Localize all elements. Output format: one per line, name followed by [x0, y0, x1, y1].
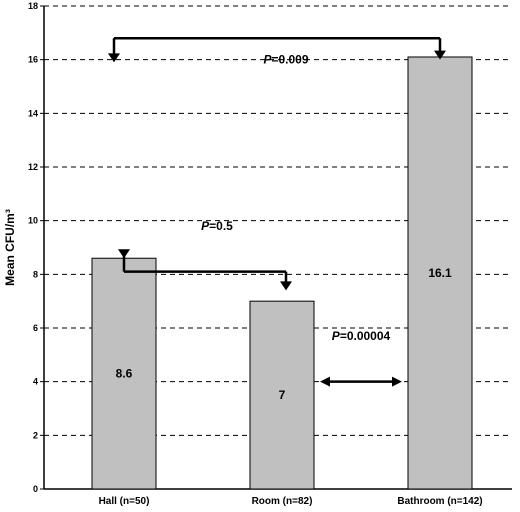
- y-tick-label: 14: [28, 108, 38, 118]
- y-tick-label: 8: [33, 269, 38, 279]
- y-tick-labels: 0 2 4 6 8 10 12 14 16 18: [28, 1, 44, 494]
- arrow-head: [118, 249, 130, 259]
- y-axis-label: Mean CFU/m³: [3, 209, 17, 286]
- p-value-label: P=0.00004: [332, 329, 391, 343]
- category-label: Room (n=82): [252, 496, 313, 507]
- bar-value-label: 16.1: [428, 266, 452, 280]
- arrow-head: [320, 376, 330, 387]
- arrow-head: [434, 50, 446, 60]
- p-value-label: P=0.5: [201, 219, 233, 233]
- y-tick-label: 2: [33, 430, 38, 440]
- y-tick-label: 12: [28, 162, 38, 172]
- bar: [249, 300, 315, 490]
- arrow-head: [108, 53, 120, 63]
- y-tick-label: 16: [28, 55, 38, 65]
- arrow-head: [280, 281, 292, 291]
- bar-value-label: 7: [279, 388, 286, 402]
- significance-annotations: P=0.009 P=0.5 P=0.00004: [108, 36, 446, 387]
- y-tick-label: 10: [28, 216, 38, 226]
- category-labels: Hall (n=50) Room (n=82) Bathroom (n=142): [99, 496, 483, 507]
- arrow-head: [392, 376, 402, 387]
- bars: 8.6 7 16.1: [91, 56, 473, 490]
- y-tick-label: 18: [28, 1, 38, 11]
- category-label: Hall (n=50): [99, 496, 150, 507]
- p-value-label: P=0.009: [263, 53, 308, 67]
- bar-value-label: 8.6: [116, 367, 133, 381]
- y-tick-label: 0: [33, 484, 38, 494]
- y-tick-label: 6: [33, 323, 38, 333]
- y-tick-label: 4: [33, 377, 38, 387]
- category-label: Bathroom (n=142): [397, 496, 482, 507]
